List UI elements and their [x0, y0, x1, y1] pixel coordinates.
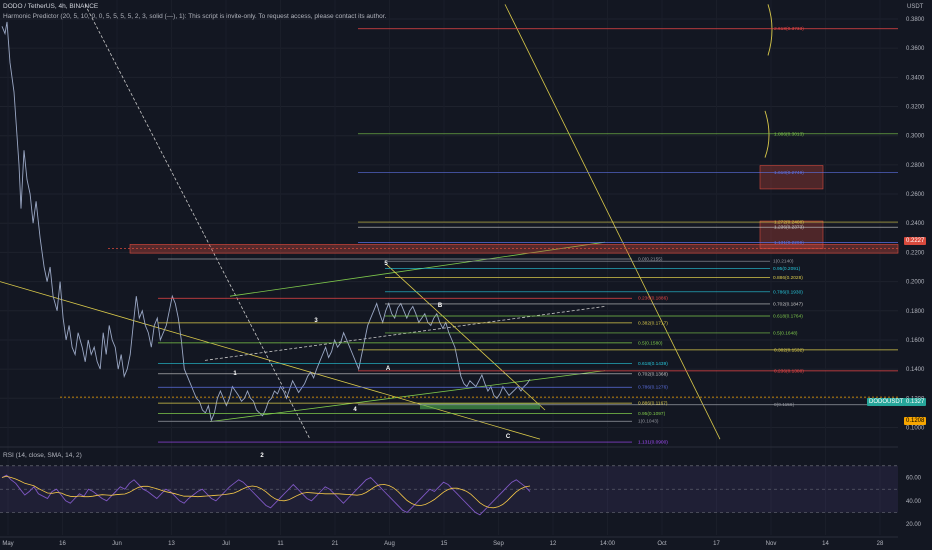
time-tick-label: Sep	[493, 541, 504, 547]
price-series	[1, 21, 531, 422]
projection-arc	[764, 110, 770, 158]
target-zone	[759, 220, 824, 250]
rsi-tick-label: 20.00	[906, 522, 922, 528]
indicator-title[interactable]: Harmonic Predictor (20, 5, 10, 0, 0, 5, …	[3, 13, 387, 20]
time-tick-label: Aug	[384, 541, 395, 547]
fib-label: 1.236(0.2373)	[774, 225, 804, 231]
rsi-line	[1, 474, 531, 516]
time-tick-label: 14	[822, 541, 829, 547]
currency-label: USDT	[907, 4, 924, 10]
price-series-line	[1, 21, 531, 422]
time-axis: May 16 Jun 13 Jul 11 21 Aug 15 Sep 12 14:00 Oct 17 Nov…	[2, 541, 884, 547]
rsi-sma-line	[1, 475, 531, 509]
fib-label: 0.236(0.1886)	[638, 296, 668, 302]
wave-label: A	[386, 366, 391, 372]
price-tick-label: 0.3800	[906, 17, 925, 23]
wave-label: 2	[260, 453, 264, 459]
time-tick-label: 28	[877, 541, 884, 547]
price-tag-low: 0.1208	[904, 417, 927, 425]
wave-label: 1	[233, 371, 237, 377]
support-zone	[420, 403, 540, 410]
fib-label: 0.786(0.1276)	[638, 385, 668, 391]
fib-label: 1(0.2140)	[773, 259, 794, 265]
price-tick-label: 0.1800	[906, 309, 925, 315]
time-tick-label: May	[2, 541, 13, 547]
rsi-tick-label: 60.00	[906, 476, 922, 482]
fib-label: 0.382(0.1532)	[774, 347, 804, 353]
fib-label: 0(0.1156)	[774, 402, 795, 408]
projection-arc	[767, 4, 773, 56]
symbol-title[interactable]: DODO / TetherUS, 4h, BINANCE	[3, 3, 99, 10]
harmonic-leg	[385, 263, 546, 411]
fib-label: 2.618(0.3733)	[774, 26, 804, 32]
time-tick-label: 21	[332, 541, 339, 547]
fib-label: 0.95(0.2091)	[773, 266, 801, 272]
price-tick-label: 0.3600	[906, 46, 925, 52]
wave-labels: 5 B 3 A 1 4 C 2	[233, 261, 511, 459]
price-tick-label: 0.3000	[906, 134, 925, 140]
fib-label: 0.5(0.1648)	[773, 330, 798, 336]
price-tick-label: 0.3200	[906, 105, 925, 111]
time-tick-label: 12	[550, 541, 557, 547]
fib-label: 1.618(0.2749)	[774, 170, 804, 176]
target-zone	[759, 165, 824, 190]
fib-label: 1.886(0.3013)	[774, 131, 804, 137]
time-tick-label: Nov	[766, 541, 777, 547]
fib-label: 1.131(0.0900)	[638, 440, 668, 446]
time-tick-label: 17	[713, 541, 720, 547]
fib-label: 0.886(0.2028)	[773, 275, 803, 281]
wave-label: 5	[384, 261, 388, 267]
fib-label: 1(0.1043)	[638, 419, 659, 425]
fib-label: 0.702(0.1847)	[773, 301, 803, 307]
fib-label: 1.272(0.2408)	[774, 220, 804, 226]
price-tick-label: 0.2800	[906, 163, 925, 169]
trend-line-dashed	[204, 305, 606, 361]
rsi-title[interactable]: RSI (14, close, SMA, 14, 2)	[3, 452, 82, 459]
time-tick-label: 11	[277, 541, 284, 547]
trend-line	[0, 281, 541, 440]
fib-label: 0.786(0.1930)	[773, 289, 803, 295]
time-tick-label: 13	[168, 541, 175, 547]
fib-label: 0.5(0.1580)	[638, 340, 663, 346]
wave-label: 4	[353, 407, 357, 413]
rsi-pane	[0, 465, 898, 516]
price-tick-label: 0.3400	[906, 75, 925, 81]
price-tick-label: 0.2200	[906, 250, 925, 256]
fib-label: 0.95(0.1097)	[638, 411, 666, 417]
fib-label: 0.236(0.1388)	[774, 368, 804, 374]
time-tick-label: Oct	[657, 541, 667, 547]
time-tick-label: 16	[59, 541, 66, 547]
fib-label: 0.702(0.1368)	[638, 371, 668, 377]
grid	[0, 18, 898, 538]
time-tick-label: Jun	[112, 541, 122, 547]
wave-label: B	[438, 303, 443, 309]
rsi-tick-label: 40.00	[906, 499, 922, 505]
fib-label: 0.382(0.1717)	[638, 320, 668, 326]
trend-line-dashed	[84, 4, 311, 440]
fib-label: 0.618(0.1439)	[638, 361, 668, 367]
fib-label: 0.618(0.1764)	[773, 314, 803, 320]
wave-label: C	[506, 434, 511, 440]
resistance-zone	[129, 244, 899, 254]
price-tick-label: 0.2000	[906, 280, 925, 286]
price-tick-label: 0.2600	[906, 192, 925, 198]
price-tick-label: 0.1600	[906, 338, 925, 344]
fib-levels: 2.618(0.3733) 1.886(0.3013) 1.618(0.2749) 1…	[158, 26, 898, 446]
time-tick-label: Jul	[222, 541, 230, 547]
fib-label: 1.131(0.2269)	[774, 240, 804, 246]
trend-line	[229, 241, 606, 297]
price-tag-high: 0.2227	[904, 237, 927, 245]
time-tick-label: 15	[441, 541, 448, 547]
symbol-tag: DODOUSDT	[867, 398, 906, 406]
wave-label: 3	[314, 318, 318, 324]
fib-label: 0.886(0.1167)	[638, 401, 668, 407]
price-tick-label: 0.2400	[906, 221, 925, 227]
price-tick-label: 0.1000	[906, 425, 925, 431]
fib-label: 0.0(0.2155)	[638, 256, 663, 262]
price-tick-label: 0.1400	[906, 367, 925, 373]
price-tag-last: 0.1327	[904, 398, 927, 406]
time-tick-label: 14:00	[600, 541, 616, 547]
